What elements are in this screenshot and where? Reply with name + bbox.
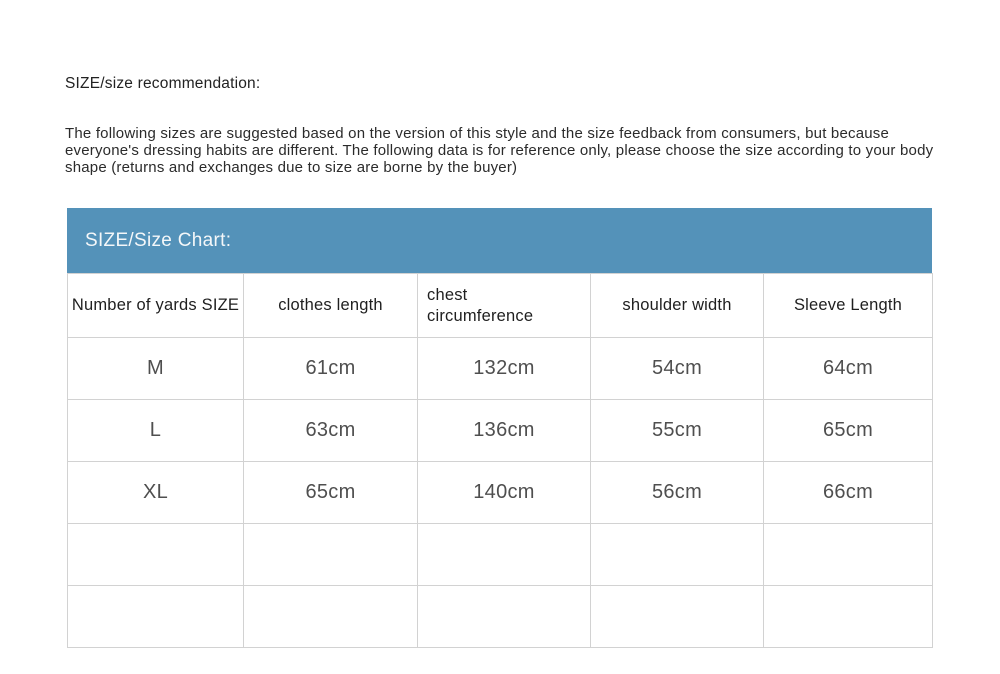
table-cell: [417, 585, 591, 648]
table-cell: 140cm: [417, 461, 591, 524]
size-chart-table: Number of yards SIZE clothes length ches…: [67, 273, 933, 648]
column-header-sleeve-length: Sleeve Length: [763, 273, 933, 338]
table-row-empty: [67, 585, 933, 648]
table-cell: 65cm: [243, 461, 418, 524]
table-cell: [763, 523, 933, 586]
table-cell: [243, 523, 418, 586]
table-cell: 63cm: [243, 399, 418, 462]
page-title: SIZE/size recommendation:: [65, 75, 261, 92]
table-cell: [243, 585, 418, 648]
table-cell: [590, 585, 764, 648]
table-cell: [67, 523, 244, 586]
table-cell: 66cm: [763, 461, 933, 524]
table-cell: M: [67, 337, 244, 400]
table-cell: XL: [67, 461, 244, 524]
table-cell: 56cm: [590, 461, 764, 524]
table-cell: 132cm: [417, 337, 591, 400]
column-header-clothes-length: clothes length: [243, 273, 418, 338]
column-header-shoulder-width: shoulder width: [590, 273, 764, 338]
table-cell: 65cm: [763, 399, 933, 462]
table-cell: [67, 585, 244, 648]
column-header-chest-circumference: chest circumference: [417, 273, 591, 338]
table-cell: L: [67, 399, 244, 462]
size-chart-banner: SIZE/Size Chart:: [67, 208, 932, 273]
table-cell: [590, 523, 764, 586]
table-cell: 136cm: [417, 399, 591, 462]
table-cell: 55cm: [590, 399, 764, 462]
table-cell: [417, 523, 591, 586]
table-cell: 64cm: [763, 337, 933, 400]
table-cell: 54cm: [590, 337, 764, 400]
table-cell: 61cm: [243, 337, 418, 400]
table-header-row: Number of yards SIZE clothes length ches…: [67, 273, 933, 338]
table-row-m: M 61cm 132cm 54cm 64cm: [67, 337, 933, 400]
table-row-empty: [67, 523, 933, 586]
column-header-size: Number of yards SIZE: [67, 273, 244, 338]
table-row-l: L 63cm 136cm 55cm 65cm: [67, 399, 933, 462]
size-recommendation-text: The following sizes are suggested based …: [65, 125, 934, 176]
table-cell: [763, 585, 933, 648]
table-row-xl: XL 65cm 140cm 56cm 66cm: [67, 461, 933, 524]
size-chart-banner-label: SIZE/Size Chart:: [85, 229, 232, 251]
